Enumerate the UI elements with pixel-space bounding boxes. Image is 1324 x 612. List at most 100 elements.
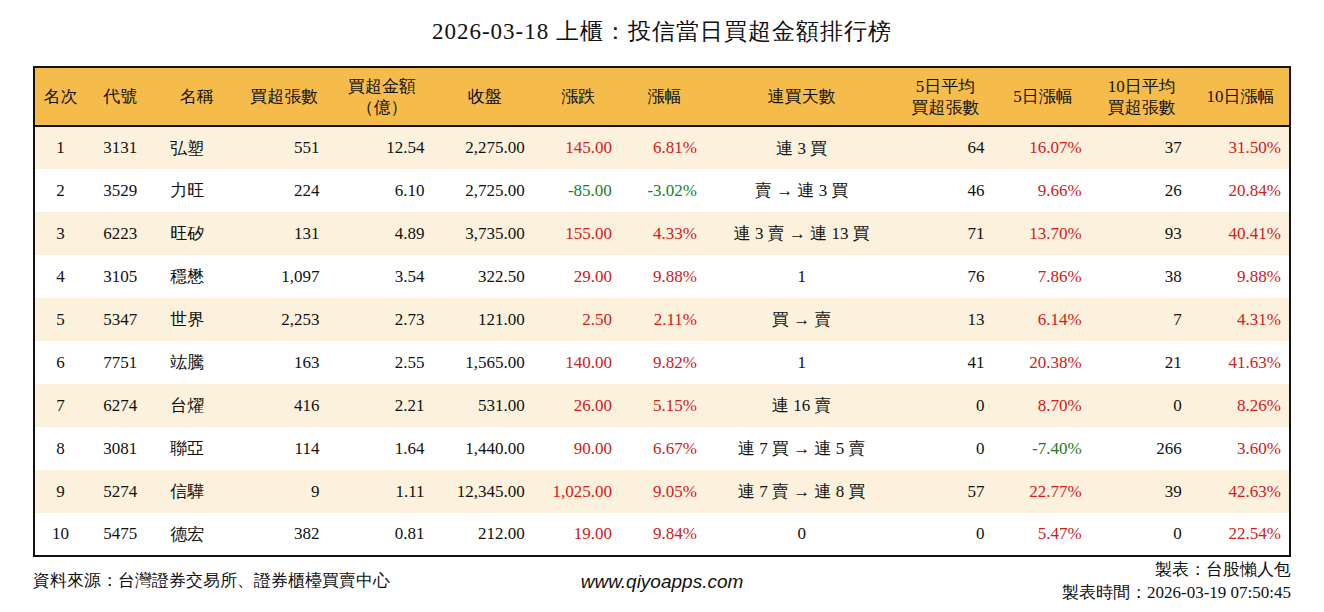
cell-rank: 2: [34, 169, 86, 212]
footer-made-time: 製表時間：2026-03-19 07:50:45: [1062, 581, 1291, 604]
cell-amount: 1.11: [329, 470, 434, 513]
cell-avg10: 7: [1092, 298, 1192, 341]
cell-close: 1,440.00: [435, 427, 535, 470]
column-header-streak: 連買天數: [707, 67, 896, 126]
table-row: 13131弘塑55112.542,275.00145.006.81%連 3 買6…: [34, 126, 1290, 169]
cell-pct: 9.84%: [622, 513, 707, 556]
cell-rank: 5: [34, 298, 86, 341]
cell-rank: 6: [34, 341, 86, 384]
footer-credits: 製表：台股懶人包 製表時間：2026-03-19 07:50:45: [1062, 558, 1291, 604]
cell-pct5: 7.86%: [994, 255, 1091, 298]
cell-name: 信驊: [154, 470, 239, 513]
cell-avg10: 266: [1092, 427, 1192, 470]
cell-pct5: 6.14%: [994, 298, 1091, 341]
column-header-pct5: 5日漲幅: [994, 67, 1091, 126]
column-header-code: 代號: [86, 67, 154, 126]
cell-name: 竑騰: [154, 341, 239, 384]
cell-rank: 1: [34, 126, 86, 169]
cell-lots: 9: [239, 470, 329, 513]
cell-lots: 2,253: [239, 298, 329, 341]
cell-change: 140.00: [535, 341, 622, 384]
cell-lots: 224: [239, 169, 329, 212]
cell-code: 6274: [86, 384, 154, 427]
cell-code: 3105: [86, 255, 154, 298]
cell-name: 旺矽: [154, 212, 239, 255]
cell-pct10: 40.41%: [1192, 212, 1290, 255]
column-header-avg10: 10日平均 買超張數: [1092, 67, 1192, 126]
cell-avg5: 0: [896, 384, 994, 427]
cell-lots: 551: [239, 126, 329, 169]
cell-code: 3529: [86, 169, 154, 212]
table-row: 67751竑騰1632.551,565.00140.009.82%14120.3…: [34, 341, 1290, 384]
cell-avg5: 57: [896, 470, 994, 513]
cell-amount: 0.81: [329, 513, 434, 556]
cell-pct: -3.02%: [622, 169, 707, 212]
cell-streak: 0: [707, 513, 896, 556]
cell-avg5: 76: [896, 255, 994, 298]
column-header-pct10: 10日漲幅: [1192, 67, 1290, 126]
cell-avg5: 13: [896, 298, 994, 341]
cell-streak: 連 7 賣 → 連 8 買: [707, 470, 896, 513]
cell-pct5: 22.77%: [994, 470, 1091, 513]
cell-pct5: 9.66%: [994, 169, 1091, 212]
cell-change: 19.00: [535, 513, 622, 556]
cell-lots: 1,097: [239, 255, 329, 298]
cell-streak: 連 3 賣 → 連 13 買: [707, 212, 896, 255]
cell-code: 6223: [86, 212, 154, 255]
cell-code: 5347: [86, 298, 154, 341]
header-row: 名次代號名稱買超張數買超金額 （億）收盤漲跌漲幅連買天數5日平均 買超張數5日漲…: [34, 67, 1290, 126]
cell-amount: 3.54: [329, 255, 434, 298]
cell-avg5: 0: [896, 427, 994, 470]
column-header-rank: 名次: [34, 67, 86, 126]
cell-pct: 6.81%: [622, 126, 707, 169]
cell-pct: 5.15%: [622, 384, 707, 427]
cell-pct10: 20.84%: [1192, 169, 1290, 212]
cell-avg5: 64: [896, 126, 994, 169]
cell-amount: 1.64: [329, 427, 434, 470]
cell-pct: 9.88%: [622, 255, 707, 298]
cell-change: 90.00: [535, 427, 622, 470]
footer-maker: 製表：台股懶人包: [1062, 558, 1291, 581]
cell-amount: 12.54: [329, 126, 434, 169]
cell-lots: 163: [239, 341, 329, 384]
cell-close: 1,565.00: [435, 341, 535, 384]
cell-avg10: 26: [1092, 169, 1192, 212]
column-header-change: 漲跌: [535, 67, 622, 126]
column-header-pct: 漲幅: [622, 67, 707, 126]
cell-close: 322.50: [435, 255, 535, 298]
cell-name: 世界: [154, 298, 239, 341]
cell-avg10: 0: [1092, 384, 1192, 427]
cell-pct5: 13.70%: [994, 212, 1091, 255]
cell-name: 德宏: [154, 513, 239, 556]
cell-rank: 8: [34, 427, 86, 470]
cell-rank: 7: [34, 384, 86, 427]
cell-avg10: 21: [1092, 341, 1192, 384]
column-header-amount: 買超金額 （億）: [329, 67, 434, 126]
cell-avg10: 93: [1092, 212, 1192, 255]
table-row: 43105穩懋1,0973.54322.5029.009.88%1767.86%…: [34, 255, 1290, 298]
table-body: 13131弘塑55112.542,275.00145.006.81%連 3 買6…: [34, 126, 1290, 556]
cell-change: 2.50: [535, 298, 622, 341]
cell-pct5: 5.47%: [994, 513, 1091, 556]
cell-streak: 1: [707, 255, 896, 298]
cell-name: 聯亞: [154, 427, 239, 470]
cell-code: 5274: [86, 470, 154, 513]
cell-lots: 131: [239, 212, 329, 255]
cell-streak: 買 → 賣: [707, 298, 896, 341]
cell-name: 台燿: [154, 384, 239, 427]
cell-pct10: 8.26%: [1192, 384, 1290, 427]
cell-pct10: 41.63%: [1192, 341, 1290, 384]
cell-pct: 4.33%: [622, 212, 707, 255]
cell-amount: 4.89: [329, 212, 434, 255]
cell-lots: 114: [239, 427, 329, 470]
cell-code: 5475: [86, 513, 154, 556]
cell-amount: 6.10: [329, 169, 434, 212]
cell-streak: 賣 → 連 3 買: [707, 169, 896, 212]
column-header-close: 收盤: [435, 67, 535, 126]
cell-avg10: 38: [1092, 255, 1192, 298]
page-title: 2026-03-18 上櫃：投信當日買超金額排行榜: [0, 16, 1324, 47]
cell-pct: 6.67%: [622, 427, 707, 470]
table-row: 83081聯亞1141.641,440.0090.006.67%連 7 買 → …: [34, 427, 1290, 470]
table-row: 105475德宏3820.81212.0019.009.84%005.47%02…: [34, 513, 1290, 556]
cell-avg5: 71: [896, 212, 994, 255]
